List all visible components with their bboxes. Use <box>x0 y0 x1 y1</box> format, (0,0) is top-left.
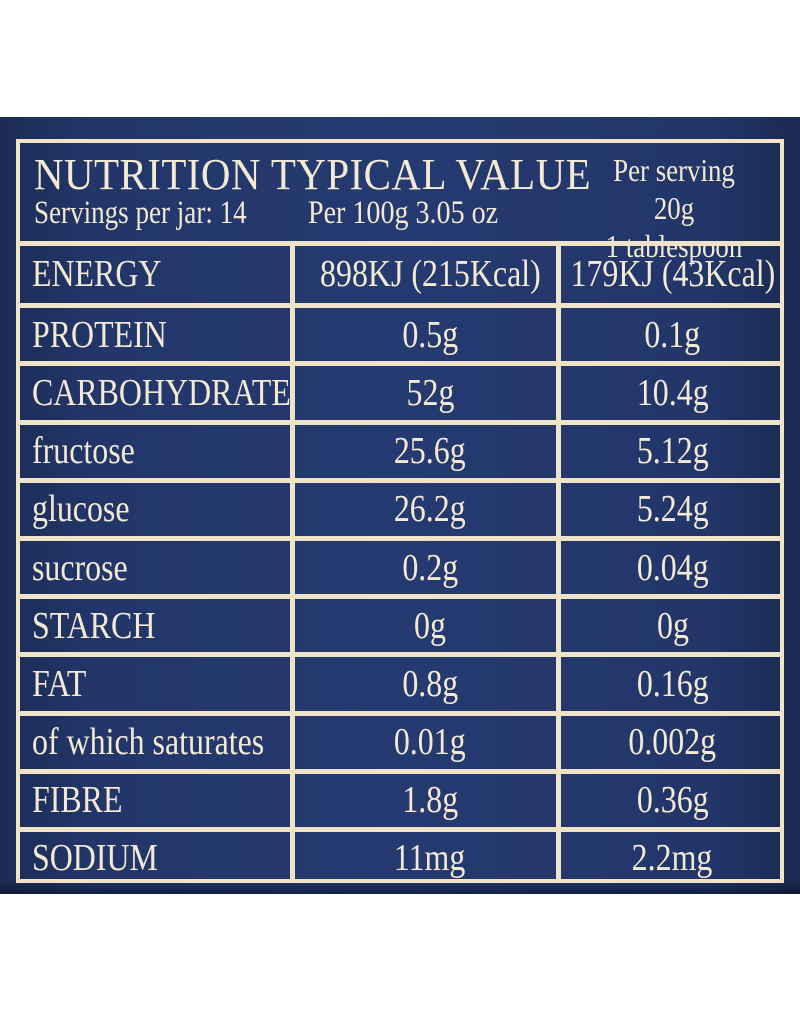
nutrient-name: SODIUM <box>32 837 158 880</box>
column-divider <box>556 245 561 879</box>
nutrient-name: CARBOHYDRATE <box>32 371 291 414</box>
nutrient-rows: ENERGY 898KJ (215Kcal) 179KJ (43Kcal) PR… <box>20 245 780 885</box>
header-rule <box>20 241 780 246</box>
value-per-serving: 5.24g <box>636 488 709 531</box>
value-per-serving: 0.002g <box>628 721 717 764</box>
table-row: FAT 0.8g 0.16g <box>20 652 780 710</box>
per-serving-line-2: 1 tablespoon <box>605 228 743 264</box>
value-per-100g: 0.01g <box>394 721 466 764</box>
nutrient-name: STARCH <box>32 604 156 647</box>
nutrient-name: ENERGY <box>32 253 162 296</box>
jar-label-background <box>0 117 800 894</box>
value-per-100g: 52g <box>406 371 454 414</box>
nutrient-name: of which saturates <box>32 721 265 764</box>
value-per-100g: 898KJ (215Kcal) <box>319 253 541 296</box>
value-per-100g: 11mg <box>394 837 466 880</box>
value-per-serving: 0g <box>656 604 689 647</box>
nutrient-name: fructose <box>32 430 135 473</box>
nutrient-name: FIBRE <box>32 779 123 822</box>
value-per-100g: 25.6g <box>394 430 466 473</box>
table-title: NUTRITION TYPICAL VALUE <box>34 150 592 199</box>
table-row: CARBOHYDRATE 52g 10.4g <box>20 361 780 419</box>
value-per-serving: 10.4g <box>636 371 709 414</box>
nutrition-table: NUTRITION TYPICAL VALUE Servings per jar… <box>16 139 784 883</box>
column-divider <box>290 245 295 879</box>
value-per-100g: 0.8g <box>402 662 458 705</box>
value-per-serving: 0.1g <box>644 313 701 356</box>
value-per-100g: 0.2g <box>402 546 458 589</box>
table-row: of which saturates 0.01g 0.002g <box>20 710 780 769</box>
table-row: FIBRE 1.8g 0.36g <box>20 768 780 827</box>
value-per-100g: 1.8g <box>402 779 458 822</box>
table-row: SODIUM 11mg 2.2mg <box>20 826 780 885</box>
value-per-100g: 26.2g <box>394 488 466 531</box>
value-per-serving: 0.04g <box>636 546 709 589</box>
nutrient-name: FAT <box>32 662 87 705</box>
table-row: STARCH 0g 0g <box>20 594 780 652</box>
per-100g-heading: Per 100g 3.05 oz <box>308 195 499 231</box>
per-serving-line-1: Per serving 20g <box>613 152 735 226</box>
value-per-100g: 0.5g <box>402 313 458 356</box>
value-per-serving: 179KJ (43Kcal) <box>570 253 775 296</box>
value-per-100g: 0g <box>414 604 446 647</box>
per-serving-heading: Per serving 20g 1 tablespoon <box>592 151 757 265</box>
table-row: glucose 26.2g 5.24g <box>20 477 780 536</box>
table-header: NUTRITION TYPICAL VALUE Servings per jar… <box>20 143 780 264</box>
nutrient-name: PROTEIN <box>32 313 167 356</box>
value-per-serving: 0.36g <box>636 779 709 822</box>
table-row: ENERGY 898KJ (215Kcal) 179KJ (43Kcal) <box>20 245 780 303</box>
value-per-serving: 0.16g <box>636 662 709 705</box>
nutrient-name: sucrose <box>32 546 128 589</box>
table-row: sucrose 0.2g 0.04g <box>20 535 780 594</box>
value-per-serving: 5.12g <box>636 430 709 473</box>
table-row: PROTEIN 0.5g 0.1g <box>20 303 780 361</box>
table-row: fructose 25.6g 5.12g <box>20 419 780 478</box>
nutrient-name: glucose <box>32 488 130 531</box>
value-per-serving: 2.2mg <box>632 837 713 880</box>
servings-per-jar: Servings per jar: 14 <box>34 195 247 231</box>
